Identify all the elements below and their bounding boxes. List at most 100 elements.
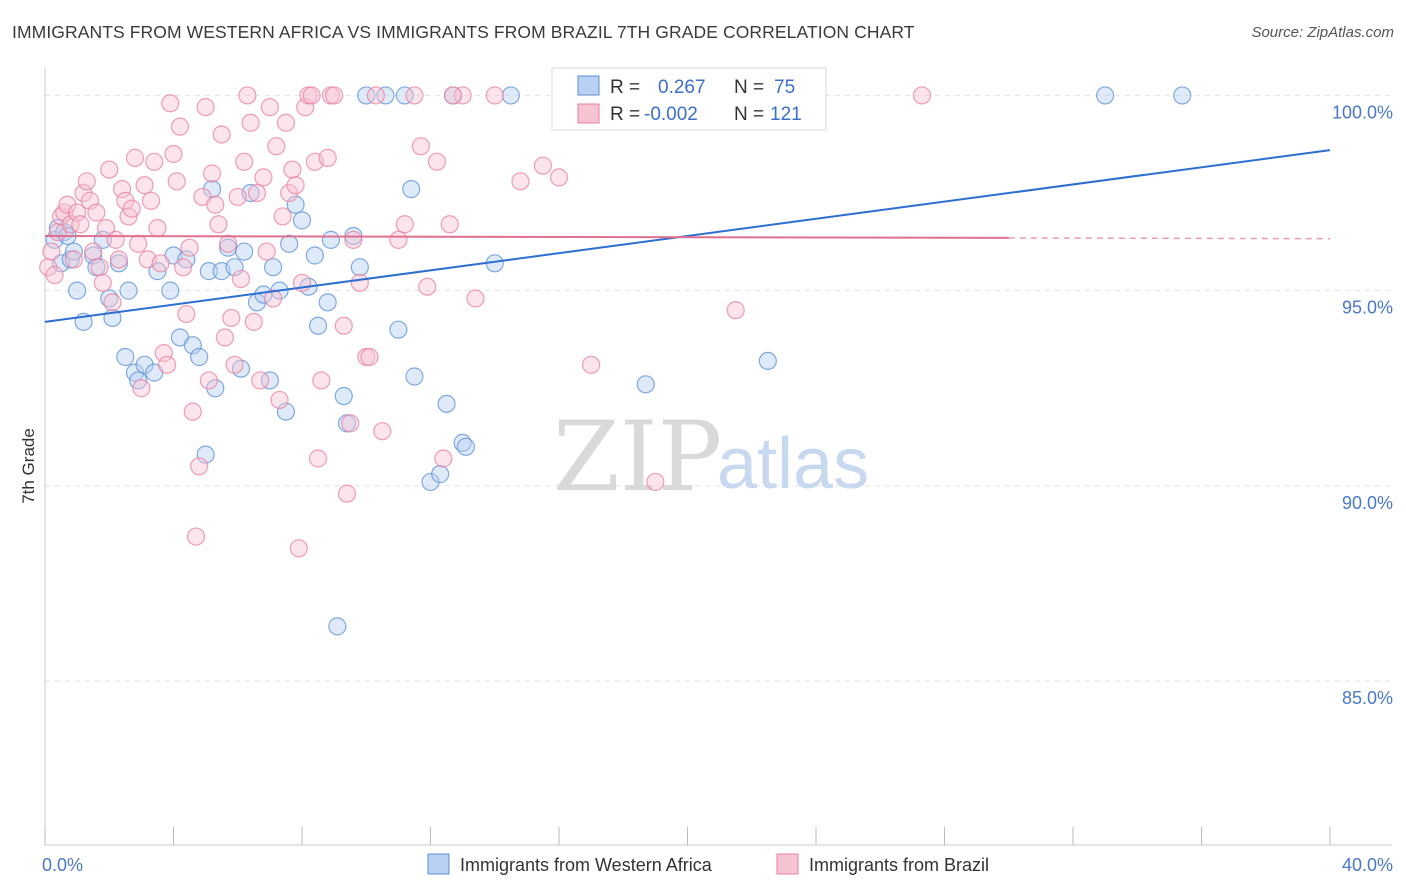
brazil-point-90 [337, 484, 357, 503]
brazil-point-14 [84, 242, 103, 261]
stats-legend-blue-n-value: 75 [774, 77, 795, 98]
brazil-point-67 [254, 168, 273, 187]
brazil-point-64 [244, 312, 263, 331]
source-label: Source: ZipAtlas.com [1251, 24, 1394, 41]
y-tick-label-2: 90.0% [1342, 493, 1393, 513]
chart-title: IMMIGRANTS FROM WESTERN AFRICA VS IMMIGR… [12, 22, 915, 42]
brazil-point-50 [199, 371, 218, 390]
stats-legend-blue-n-label: N = [734, 77, 764, 98]
brazil-point-104 [434, 449, 453, 468]
brazil-point-73 [273, 207, 292, 226]
brazil-point-33 [145, 152, 164, 171]
stats-legend-pink-swatch [577, 103, 600, 124]
brazil-point-57 [222, 308, 241, 328]
brazil-point-1 [42, 242, 61, 261]
brazil-point-41 [170, 117, 190, 136]
stats-legend: R = 0.267 N = 75 R = -0.002 N = 121 [551, 67, 827, 131]
brazil-point-74 [276, 113, 296, 132]
western-africa-point-60 [395, 86, 414, 105]
brazil-point-80 [296, 98, 315, 117]
western-africa-point-27 [190, 347, 209, 367]
brazil-point-95 [360, 347, 379, 367]
western-africa-point-58 [376, 86, 395, 105]
stats-legend-blue-swatch [577, 75, 600, 96]
western-africa-point-6 [64, 242, 84, 261]
western-africa-trend-0 [44, 149, 1331, 323]
brazil-point-84 [308, 449, 328, 468]
brazil-trend-0 [44, 234, 1009, 239]
series-brazil-points [39, 86, 932, 558]
brazil-point-88 [325, 86, 344, 105]
stats-legend-pink-n-label: N = [734, 104, 764, 125]
brazil-point-44 [180, 238, 199, 257]
brazil-point-113 [582, 355, 601, 374]
brazil-point-101 [411, 137, 430, 156]
stats-legend-pink-n-value: 121 [770, 104, 802, 125]
brazil-point-108 [485, 86, 504, 105]
western-africa-point-19 [135, 355, 154, 374]
brazil-point-40 [167, 172, 186, 191]
brazil-point-46 [186, 527, 206, 546]
brazil-point-7 [61, 215, 80, 234]
brazil-point-115 [726, 301, 745, 320]
brazil-point-105 [440, 215, 459, 234]
brazil-point-70 [263, 289, 283, 308]
brazil-point-34 [148, 219, 167, 238]
brazil-point-51 [202, 164, 222, 183]
western-africa-point-71 [636, 375, 655, 394]
western-africa-point-9 [84, 246, 103, 265]
western-africa-point-63 [421, 472, 440, 492]
x-tick-labels: 0.0% 40.0% [42, 855, 1393, 875]
western-africa-point-26 [183, 336, 202, 355]
brazil-point-78 [289, 539, 308, 558]
western-africa-point-73 [1096, 86, 1115, 105]
brazil-point-96 [366, 86, 385, 105]
series-legend: Immigrants from Western Africa Immigrant… [427, 853, 989, 875]
western-africa-point-30 [202, 180, 222, 199]
brazil-point-55 [215, 328, 234, 347]
brazil-point-39 [164, 144, 183, 164]
western-africa-point-57 [357, 86, 376, 105]
western-africa-point-44 [280, 234, 299, 253]
y-tick-labels: 100.0% 95.0% 90.0% 85.0% [1332, 102, 1393, 708]
western-africa-point-52 [328, 617, 347, 636]
brazil-point-69 [260, 98, 279, 117]
brazil-point-77 [286, 176, 305, 195]
brazil-point-60 [231, 269, 251, 289]
western-africa-point-70 [501, 86, 520, 105]
brazil-point-37 [157, 355, 177, 374]
brazil-point-117 [443, 86, 463, 105]
stats-legend-blue-r-value: 0.267 [658, 77, 706, 98]
brazil-point-19 [100, 160, 119, 179]
y-tick-label-0: 100.0% [1332, 102, 1393, 122]
brazil-point-82 [302, 86, 321, 105]
brazil-point-62 [238, 86, 257, 105]
brazil-point-43 [177, 304, 196, 324]
legend-western-africa-swatch [427, 853, 450, 875]
y-tick-label-3: 85.0% [1342, 688, 1393, 708]
brazil-point-68 [257, 242, 276, 261]
western-africa-point-36 [235, 242, 254, 261]
brazil-point-30 [135, 176, 154, 195]
gridlines [45, 94, 1392, 682]
y-tick-label-1: 95.0% [1342, 298, 1393, 318]
brazil-point-114 [646, 472, 665, 492]
brazil-point-99 [395, 215, 414, 234]
brazil-point-32 [141, 191, 161, 210]
brazil-point-100 [405, 86, 424, 105]
y-axis-title: 7th Grade [19, 428, 38, 504]
brazil-point-54 [212, 125, 231, 144]
brazil-point-22 [109, 250, 128, 269]
western-africa-point-45 [286, 195, 305, 214]
brazil-point-13 [80, 191, 100, 210]
brazil-point-23 [112, 180, 132, 199]
western-africa-point-28 [196, 445, 215, 464]
western-africa-point-29 [199, 262, 218, 281]
x-tick-label-0: 0.0% [42, 855, 83, 875]
brazil-point-35 [151, 254, 170, 273]
brazil-point-107 [466, 289, 485, 308]
western-africa-point-62 [405, 367, 424, 386]
brazil-trend-1 [1008, 237, 1331, 240]
western-africa-point-43 [276, 402, 296, 421]
